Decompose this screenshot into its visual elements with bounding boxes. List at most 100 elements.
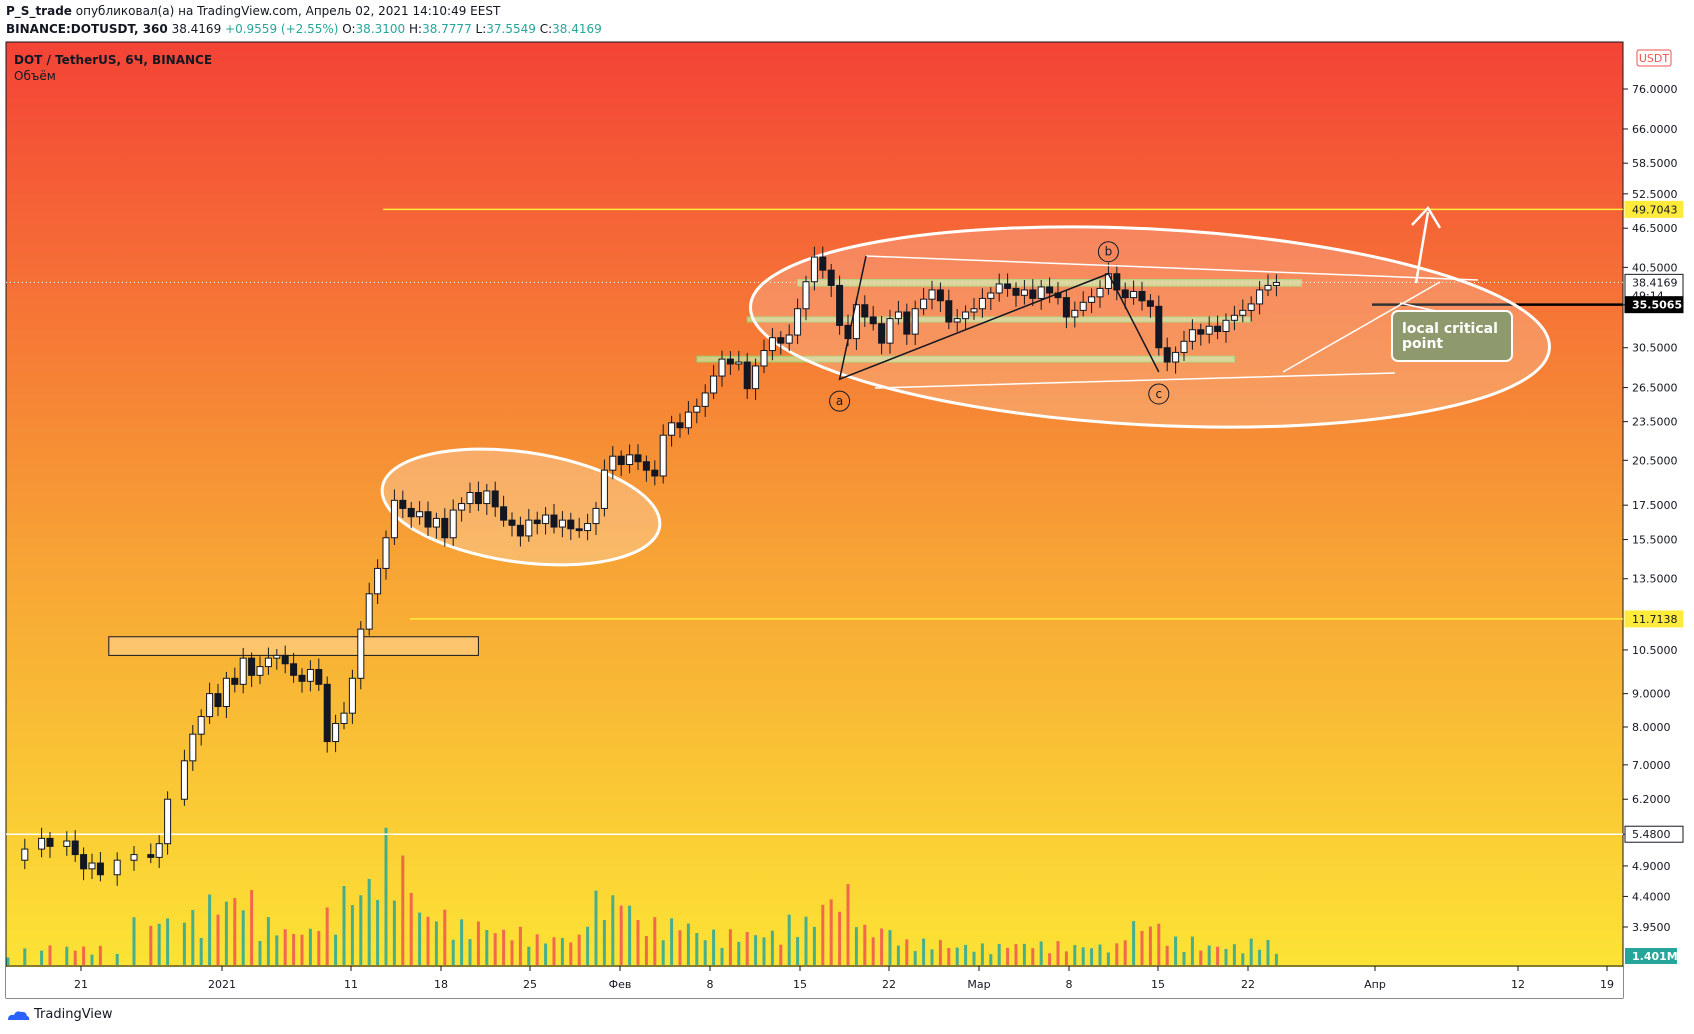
tradingview-cloud-icon xyxy=(8,1010,30,1020)
x-tick-label-11: 15 xyxy=(1151,978,1165,991)
breakout-arrow-head xyxy=(1411,205,1442,229)
candle-body-76 xyxy=(701,392,709,407)
candle-body-114 xyxy=(1020,289,1028,296)
volume-bar-107 xyxy=(964,944,968,965)
candle-body-30 xyxy=(315,668,323,685)
candle-body-23 xyxy=(256,666,264,676)
volume-layer xyxy=(6,827,1278,965)
candle-body-11 xyxy=(147,854,155,858)
tradingview-logo[interactable]: TradingView xyxy=(6,1007,113,1022)
volume-bar-80 xyxy=(737,941,741,965)
volume-bar-55 xyxy=(527,946,531,965)
candle-body-22 xyxy=(248,657,256,676)
candle-body-129 xyxy=(1146,300,1154,307)
y-tick-label-7: 30.5000 xyxy=(1632,342,1678,355)
candle-body-80 xyxy=(735,361,743,365)
volume-bar-61 xyxy=(577,934,581,965)
y-tick-label-13: 13.5000 xyxy=(1632,573,1678,586)
candle-body-110 xyxy=(987,292,995,299)
candle-body-3 xyxy=(46,837,54,847)
chart-legend-title: DOT / TetherUS, 6Ч, BINANCE xyxy=(14,53,212,67)
candle-body-104 xyxy=(936,289,944,302)
y-tick-label-14: 10.5000 xyxy=(1632,644,1678,657)
volume-bar-13 xyxy=(166,918,170,965)
volume-bar-39 xyxy=(392,900,396,965)
x-tick-label-4: 25 xyxy=(523,978,537,991)
volume-bar-119 xyxy=(1064,951,1068,965)
candle-body-84 xyxy=(768,337,776,352)
volume-bar-72 xyxy=(670,918,674,965)
volume-bar-144 xyxy=(1274,953,1278,965)
volume-bar-130 xyxy=(1157,923,1161,965)
candle-body-120 xyxy=(1071,309,1079,318)
volume-bar-36 xyxy=(367,878,371,965)
candle-body-27 xyxy=(290,663,298,676)
ohlc-line: BINANCE:DOTUSDT, 360 38.4169 +0.9559 (+2… xyxy=(6,22,602,36)
price-badge-bg-0 xyxy=(1624,200,1684,218)
price-badge-text-1: 38.4169 xyxy=(1632,276,1678,289)
candle-body-59 xyxy=(558,519,566,528)
volume-bar-137 xyxy=(1216,946,1220,965)
volume-bar-45 xyxy=(443,909,447,965)
volume-bar-37 xyxy=(376,900,380,965)
candle-body-34 xyxy=(348,677,356,714)
volume-bar-54 xyxy=(518,926,522,965)
volume-bar-53 xyxy=(510,940,514,965)
close-value: 38.4169 xyxy=(552,22,602,36)
y-tick-label-22: 3.9500 xyxy=(1632,921,1671,934)
y-tick-label-17: 7.0000 xyxy=(1632,759,1671,772)
candle-body-72 xyxy=(668,422,676,436)
high-label: H: xyxy=(409,22,423,36)
candle-body-126 xyxy=(1121,289,1129,299)
candle-body-64 xyxy=(600,469,608,509)
range-box-0 xyxy=(108,636,479,656)
candle-body-98 xyxy=(886,318,894,344)
candle-body-103 xyxy=(928,289,936,300)
volume-bar-67 xyxy=(628,905,632,965)
price-badge-text-2: 35.5065 xyxy=(1632,299,1682,312)
currency-badge-text: USDT xyxy=(1639,52,1670,65)
candle-body-1 xyxy=(21,848,29,861)
volume-bar-140 xyxy=(1241,953,1245,965)
candle-body-107 xyxy=(962,311,970,320)
volume-bar-57 xyxy=(544,943,548,965)
volume-bar-96 xyxy=(871,937,875,965)
candle-body-116 xyxy=(1037,286,1045,299)
volume-bar-24 xyxy=(266,917,270,965)
y-tick-label-15: 9.0000 xyxy=(1632,688,1671,701)
candle-body-15 xyxy=(189,733,197,762)
volume-bar-93 xyxy=(846,884,850,965)
candle-body-10 xyxy=(130,854,138,861)
candle-body-117 xyxy=(1046,286,1054,294)
breakout-arrow-shaft xyxy=(1414,211,1430,284)
annotation-line2: point xyxy=(1402,336,1443,352)
volume-bar-94 xyxy=(854,927,858,965)
chart-area xyxy=(5,41,1624,999)
volume-bar-38 xyxy=(384,827,388,965)
volume-bar-103 xyxy=(930,949,934,965)
wedge-bottom-line xyxy=(874,372,1396,389)
candle-body-73 xyxy=(676,422,684,429)
volume-bar-62 xyxy=(586,926,590,965)
ellipse-consolidation-feb-mar xyxy=(749,225,1551,429)
candle-body-44 xyxy=(432,517,440,528)
volume-bar-101 xyxy=(913,951,917,965)
volume-bar-20 xyxy=(233,898,237,965)
price-badge-text-3: 11.7138 xyxy=(1632,613,1678,626)
candle-body-21 xyxy=(239,657,247,685)
volume-bar-141 xyxy=(1249,938,1253,965)
volume-bar-63 xyxy=(594,890,598,965)
y-tick-label-21: 4.4000 xyxy=(1632,890,1671,903)
candle-body-77 xyxy=(710,375,718,394)
volume-bar-14 xyxy=(182,922,186,965)
candle-body-78 xyxy=(718,358,726,377)
volume-bar-85 xyxy=(779,944,783,965)
candle-body-130 xyxy=(1155,305,1163,349)
candle-body-139 xyxy=(1230,314,1238,321)
volume-bar-74 xyxy=(686,923,690,965)
volume-bar-82 xyxy=(754,935,758,965)
candle-body-36 xyxy=(365,593,373,630)
volume-bar-123 xyxy=(1098,944,1102,965)
volume-bar-88 xyxy=(804,916,808,965)
